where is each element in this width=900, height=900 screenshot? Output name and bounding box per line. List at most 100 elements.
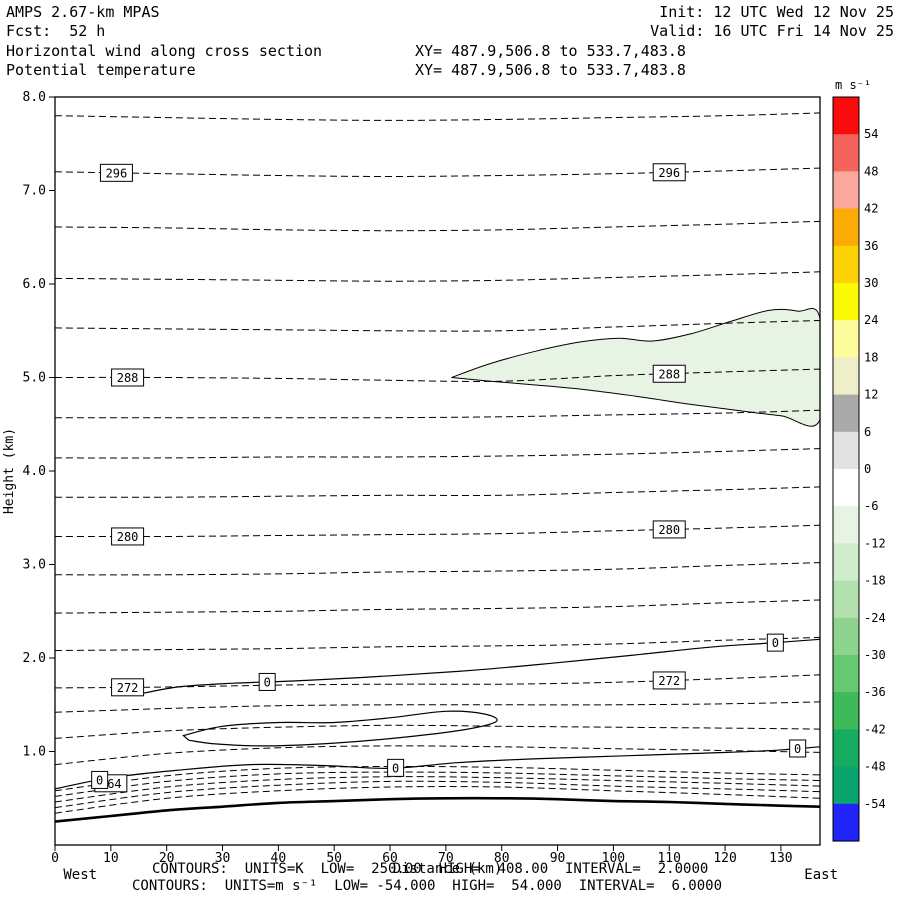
colorbar-tick-label: -6 — [864, 499, 878, 513]
x-tick-label: 80 — [494, 851, 510, 866]
theta-contour-270 — [55, 701, 820, 713]
theta-label-text: 296 — [658, 166, 680, 180]
colorbar-tick-label: -42 — [864, 722, 886, 736]
plot-frame — [54, 96, 821, 846]
colorbar-tick-label: -18 — [864, 574, 886, 588]
theta-contour-286 — [55, 409, 820, 419]
colorbar-tick-label: -54 — [864, 797, 886, 811]
theta-label-text: 272 — [658, 674, 680, 688]
theta-contour-268 — [55, 724, 820, 739]
x-tick-label: 30 — [215, 851, 231, 866]
x-tick-label: 90 — [550, 851, 566, 866]
x-tick-label: 60 — [382, 851, 398, 866]
colorbar-tick-label: -48 — [864, 760, 886, 774]
contour-layer — [55, 112, 820, 823]
theta-label-box — [652, 364, 686, 383]
theta-contour-290 — [55, 320, 820, 332]
x-tick-label: 10 — [103, 851, 119, 866]
field-title-wind: Horizontal wind along cross section — [6, 42, 323, 60]
colorbar-tick-label: 48 — [864, 164, 878, 178]
theta-contour-258 — [55, 780, 820, 809]
west-label: West — [63, 867, 97, 883]
wind-label-text: 0 — [392, 761, 399, 775]
colorbar-tick-label: -24 — [864, 611, 886, 625]
theta-label-text: 288 — [117, 371, 139, 385]
theta-label-text: 288 — [658, 367, 680, 381]
wind-label-box — [387, 758, 405, 777]
colorbar-tick-label: -30 — [864, 648, 886, 662]
colorbar-segment — [833, 320, 859, 358]
wind-zero-contour — [133, 638, 820, 696]
colorbar-segment — [833, 692, 859, 730]
colorbar-tick-label: 18 — [864, 350, 878, 364]
y-tick-label: 8.0 — [23, 90, 46, 105]
colorbar-segment — [833, 357, 859, 396]
colorbar-segment — [833, 543, 859, 582]
valid-time: Valid: 16 UTC Fri 14 Nov 25 — [650, 22, 894, 40]
colorbar-tick-label: 24 — [864, 313, 878, 327]
theta-contour-296 — [55, 167, 820, 178]
wind-label-box — [91, 770, 109, 789]
theta-label-box — [99, 163, 133, 182]
colorbar-tick-label: -36 — [864, 685, 886, 699]
theta-label-text: 272 — [117, 681, 139, 695]
theta-contour-264 — [55, 765, 820, 792]
wind-label-text: 0 — [772, 636, 779, 650]
theta-contour-276 — [55, 599, 820, 614]
colorbar-segment — [833, 394, 859, 433]
colorbar-tick-label: -12 — [864, 536, 886, 550]
contour-info-theta: CONTOURS: UNITS=K LOW= 250.00 HIGH= 408.… — [152, 861, 709, 877]
east-label: East — [804, 867, 838, 883]
theta-label-box — [111, 678, 145, 697]
y-tick-label: 6.0 — [23, 277, 46, 292]
x-tick-label: 20 — [159, 851, 175, 866]
theta-contour-288 — [55, 368, 820, 382]
wind-label-text: 0 — [264, 675, 271, 689]
wind-zero-contour — [55, 746, 820, 790]
colorbar-segment — [833, 617, 859, 656]
xy-range-2: XY= 487.9,506.8 to 533.7,483.8 — [415, 61, 686, 79]
colorbar-segment — [833, 134, 859, 172]
colorbar-segment — [833, 431, 859, 470]
x-tick-label: 50 — [326, 851, 342, 866]
colorbar-segment — [833, 580, 859, 619]
theta-label-box — [652, 671, 686, 690]
x-axis-title: Distance (km) — [393, 861, 503, 877]
colorbar-segment — [833, 283, 859, 321]
axes: 0 10 20 30 40 50 60 70 80 90 100 110 120 130 1.0 2.0 3.0… — [2, 90, 838, 883]
x-tick-label: 100 — [602, 851, 625, 866]
theta-label-box — [652, 520, 686, 539]
wind-label-box — [258, 672, 276, 691]
colorbar: 54 48 42 36 30 24 18 12 6 0 -6 -12 -18 -24 -30 -36 -42 -4… — [832, 78, 886, 842]
colorbar-segment — [833, 729, 859, 768]
theta-contour-294 — [55, 220, 820, 232]
xy-range-1: XY= 487.9,506.8 to 533.7,483.8 — [415, 42, 686, 60]
x-tick-label: 120 — [713, 851, 736, 866]
wind-label-text: 0 — [794, 742, 801, 756]
colorbar-tick-label: 6 — [864, 425, 871, 439]
x-tick-label: 40 — [271, 851, 287, 866]
x-tick-label: 70 — [438, 851, 454, 866]
theta-label-text: 296 — [106, 166, 128, 180]
colorbar-segment — [833, 506, 859, 544]
theta-contour-278 — [55, 562, 820, 576]
theta-contour-262 — [55, 771, 820, 797]
y-tick-label: 3.0 — [23, 558, 46, 573]
colorbar-segment — [833, 245, 859, 284]
x-tick-label: 110 — [657, 851, 680, 866]
colorbar-segment — [833, 766, 859, 805]
forecast-hour: Fcst: 52 h — [6, 22, 106, 40]
colorbar-segment — [833, 97, 859, 135]
terrain-line — [55, 796, 820, 823]
theta-label-text: 280 — [658, 523, 680, 537]
model-name: AMPS 2.67-km MPAS — [6, 3, 160, 21]
colorbar-segment — [833, 208, 859, 247]
theta-contour-292 — [55, 271, 820, 282]
colorbar-title: m s⁻¹ — [835, 78, 871, 92]
theta-contour-298 — [55, 112, 820, 121]
wind-label-box — [789, 739, 807, 758]
colorbar-tick-label: 0 — [864, 462, 871, 476]
theta-contour-272 — [55, 674, 820, 689]
